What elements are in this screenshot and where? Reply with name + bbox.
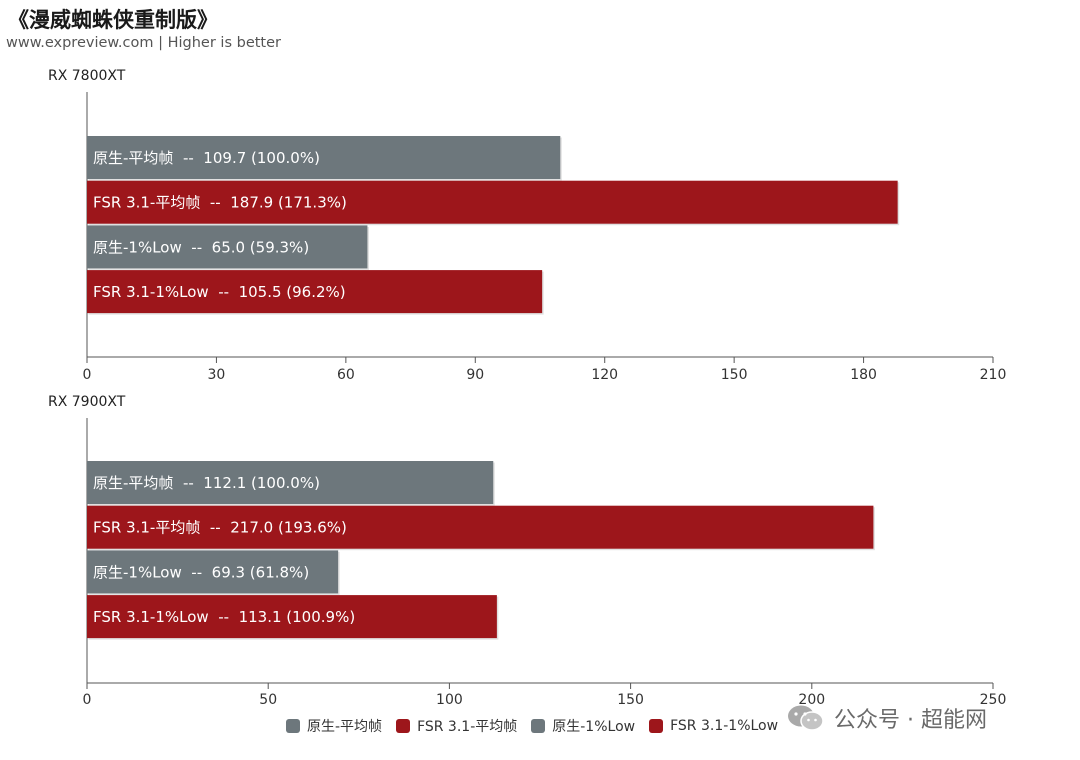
bar-group: FSR 3.1-平均帧 -- 217.0 (193.6%) [87,505,875,551]
bar [87,136,561,179]
legend-item-native-avg[interactable]: 原生-平均帧 [286,716,382,736]
legend-swatch [531,719,546,733]
bar-chart-rx7800xt: 0 30 60 90 120 150 180 210 原生-平均帧 -- 109.7 (100.… [83,92,1007,383]
bar-group: FSR 3.1-1%Low -- 113.1 (100.9%) [87,595,499,640]
legend-swatch [649,719,664,733]
bar-group: FSR 3.1-平均帧 -- 187.9 (171.3%) [87,180,900,226]
x-tick-label: 210 [980,367,1007,383]
x-tick-label: 150 [721,367,748,383]
x-tick-label: 90 [466,367,484,383]
bar-data-label: 原生-平均帧 -- 109.7 (100.0%) [93,149,320,167]
legend-swatch [396,719,411,733]
legend-label: 原生-1%Low [552,719,636,735]
x-tick-label: 150 [617,692,644,708]
bar-data-label: 原生-1%Low -- 65.0 (59.3%) [93,238,309,256]
x-tick-label: 180 [850,367,877,383]
bar [87,225,368,269]
x-tick-label: 0 [83,692,92,708]
legend-item-fsr-low[interactable]: FSR 3.1-1%Low [649,718,778,734]
wechat-icon [788,705,824,731]
watermark-text: 公众号 · 超能网 [834,708,987,733]
x-tick-label: 60 [337,367,355,383]
bar-data-label: FSR 3.1-平均帧 -- 187.9 (171.3%) [93,194,347,212]
legend-item-native-low[interactable]: 原生-1%Low [531,716,635,736]
bar-group: 原生-平均帧 -- 109.7 (100.0%) [87,136,562,181]
x-tick-label: 100 [436,692,463,708]
legend-swatch [286,719,300,733]
bar [87,595,497,639]
x-tick-label: 0 [83,367,92,383]
panel-label-rx7800xt: RX 7800XT [48,68,126,84]
chart-subtitle: www.expreview.com | Higher is better [6,35,281,51]
bar [87,550,339,594]
legend-label: 原生-平均帧 [307,719,383,735]
x-tick-label: 250 [980,692,1007,708]
panel-label-rx7900xt: RX 7900XT [48,394,126,410]
bar-group: 原生-1%Low -- 65.0 (59.3%) [87,225,369,270]
bar-data-label: FSR 3.1-平均帧 -- 217.0 (193.6%) [93,519,347,537]
chart-rx7800xt: RX 7800XT 0 30 60 90 120 150 180 210 原生-平均帧 -- 1… [48,68,1007,383]
legend-label: FSR 3.1-平均帧 [417,719,518,735]
x-tick-label: 30 [208,367,226,383]
bar-group: 原生-1%Low -- 69.3 (61.8%) [87,550,340,595]
bar [87,270,543,314]
bar [87,180,898,224]
x-tick-label: 50 [259,692,277,708]
bar [87,461,494,504]
legend-item-fsr-avg[interactable]: FSR 3.1-平均帧 [396,716,517,736]
bar-group: FSR 3.1-1%Low -- 105.5 (96.2%) [87,270,544,315]
bar-data-label: FSR 3.1-1%Low -- 113.1 (100.9%) [93,608,355,626]
legend-label: FSR 3.1-1%Low [670,718,779,734]
x-tick-label: 120 [591,367,618,383]
x-tick-label: 200 [798,692,825,708]
chart-title: 《漫威蜘蛛侠重制版》 [8,8,218,32]
watermark: 公众号 · 超能网 [786,702,987,734]
bar [87,505,874,549]
bar-data-label: 原生-平均帧 -- 112.1 (100.0%) [93,474,320,492]
bar-group: 原生-平均帧 -- 112.1 (100.0%) [87,461,495,506]
bar-data-label: FSR 3.1-1%Low -- 105.5 (96.2%) [93,283,346,301]
legend: 原生-平均帧 FSR 3.1-平均帧 原生-1%Low FSR 3.1-1%Lo… [286,716,792,736]
bar-data-label: 原生-1%Low -- 69.3 (61.8%) [93,563,309,581]
bar-chart-rx7900xt: 0 50 100 150 200 250 原生-平均帧 -- 112.1 (100.0%) F… [83,418,1007,708]
